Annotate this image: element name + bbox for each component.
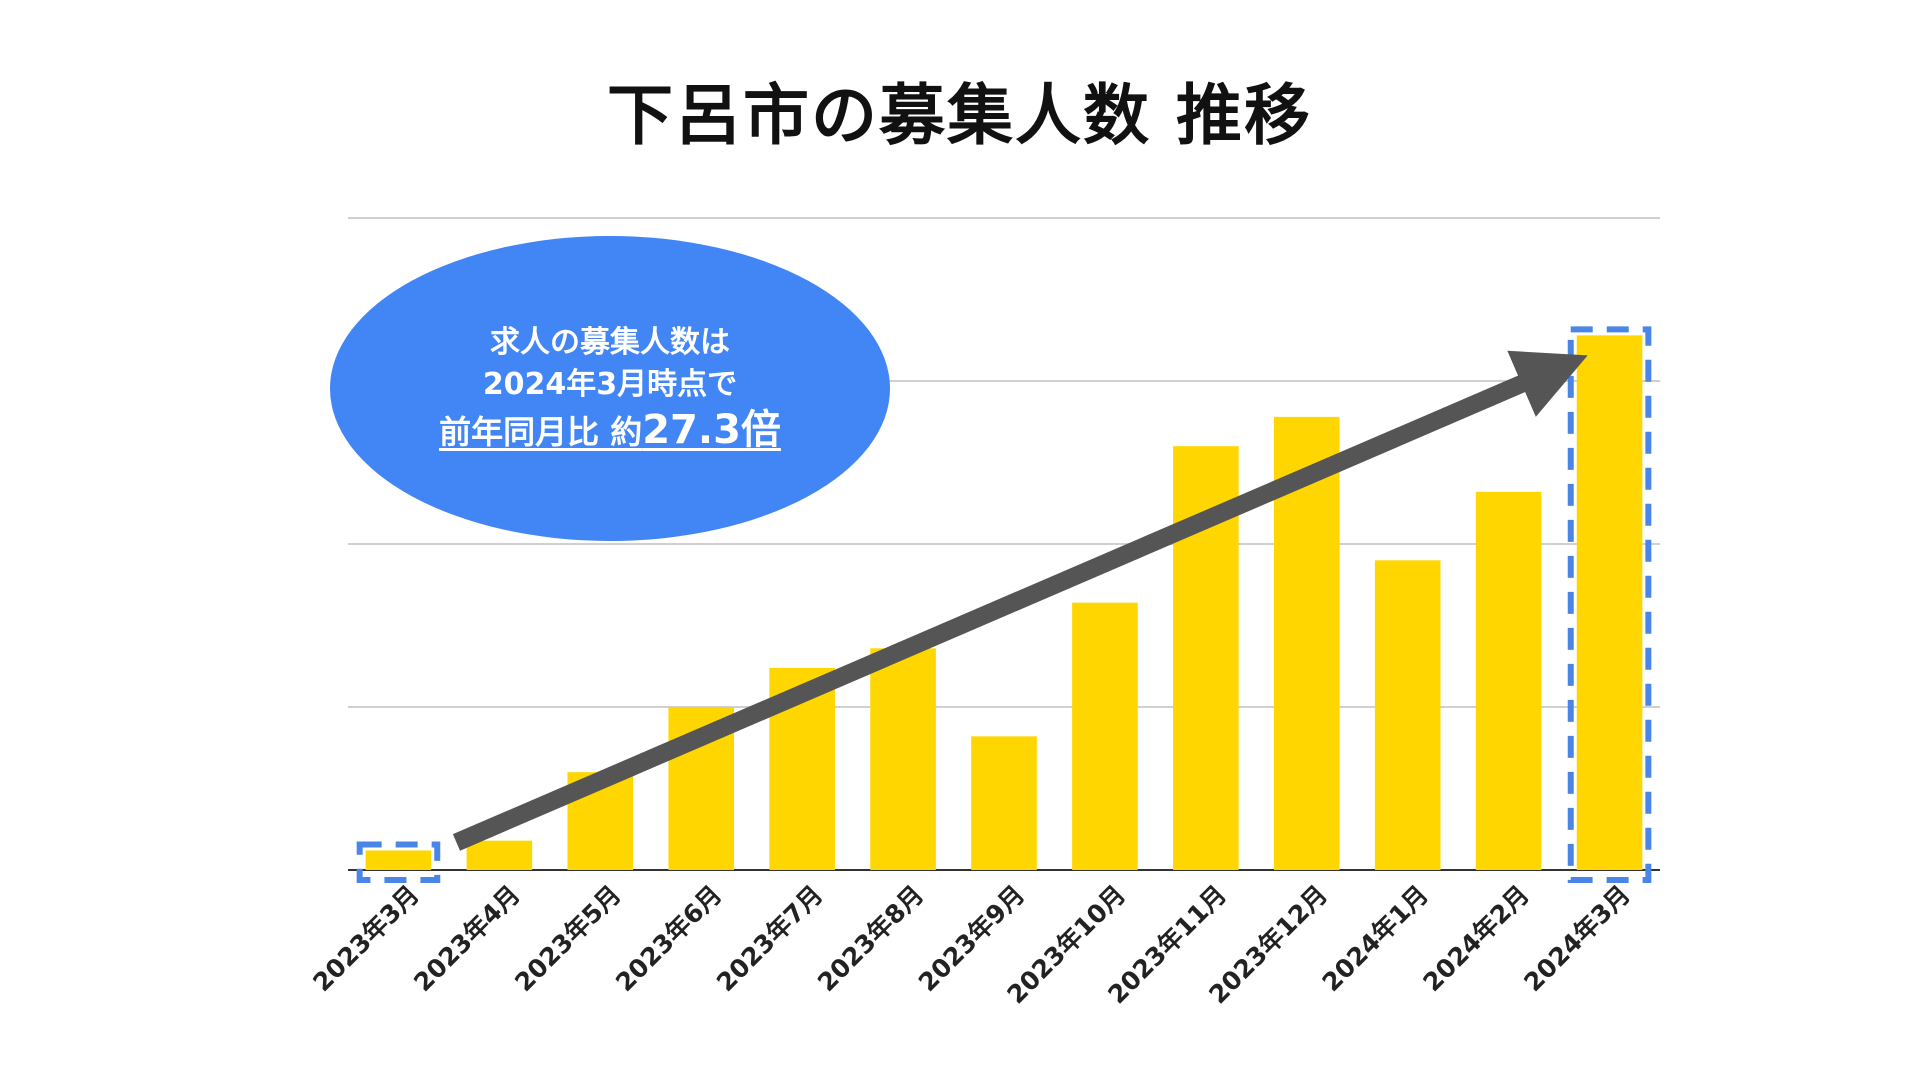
x-tick-label: 2024年3月: [1518, 880, 1635, 997]
callout-line-2: 2024年3月時点で: [482, 366, 738, 402]
bar-2023年9月: [971, 736, 1037, 870]
x-tick-label: 2023年5月: [509, 880, 626, 997]
bar-2023年10月: [1072, 602, 1138, 870]
bar-2023年3月: [365, 850, 432, 870]
x-tick-label: 2023年8月: [812, 880, 929, 997]
callout-ellipse: 求人の募集人数は 2024年3月時点で 前年同月比 約27.3倍: [330, 236, 890, 541]
trend-arrow: [452, 350, 1588, 851]
bar-2024年3月: [1576, 335, 1643, 870]
chart-title: 下呂市の募集人数 推移: [607, 77, 1312, 154]
highlight-boxes: [356, 326, 1652, 884]
highlight-2024年3月: [1567, 326, 1652, 883]
bar-2024年1月: [1374, 560, 1441, 870]
x-tick-label: 2023年4月: [408, 880, 525, 997]
x-tick-label: 2023年7月: [711, 880, 828, 997]
bar-2024年2月: [1475, 491, 1542, 870]
callout-line-3: 前年同月比 約27.3倍: [439, 406, 781, 456]
x-axis-tick-labels: 2023年3月2023年4月2023年5月2023年6月2023年7月2023年…: [307, 880, 1635, 1010]
bar-2023年4月: [466, 840, 533, 870]
trend-arrow-group: [452, 350, 1588, 851]
highlight-2023年3月: [356, 841, 441, 884]
callout-line-3-prefix: 前年同月比 約: [439, 412, 643, 451]
callout-line-3-value: 27.3倍: [642, 406, 781, 453]
bars: [365, 335, 1643, 870]
callout-line-1: 求人の募集人数は: [490, 324, 730, 360]
x-tick-label: 2023年3月: [307, 880, 424, 997]
bar-2023年8月: [870, 648, 936, 870]
x-tick-label: 2023年6月: [610, 880, 727, 997]
x-tick-label: 2024年1月: [1317, 880, 1434, 997]
x-tick-label: 2024年2月: [1417, 880, 1534, 997]
